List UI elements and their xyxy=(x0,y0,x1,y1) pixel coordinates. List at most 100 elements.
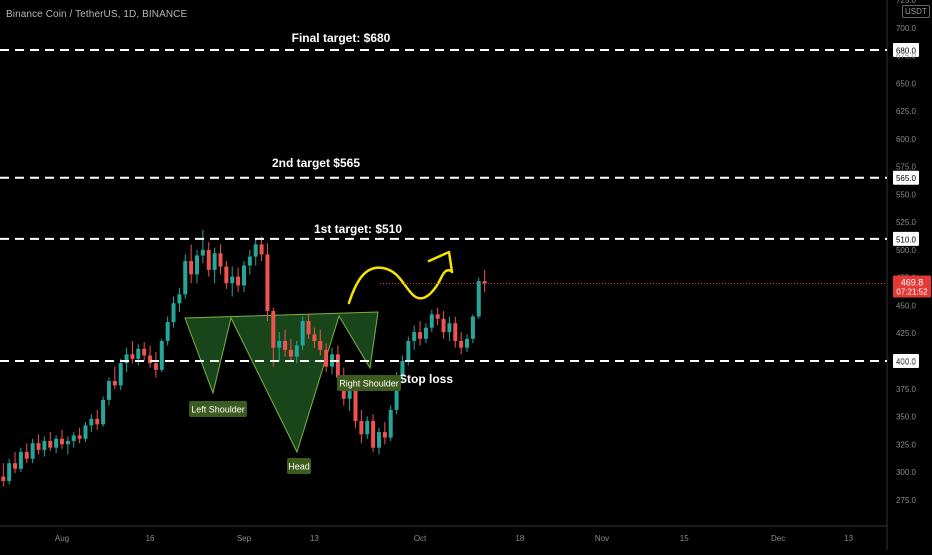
candle-body xyxy=(429,314,434,328)
candle-body xyxy=(335,354,340,378)
candle-body xyxy=(306,321,311,335)
candle-body xyxy=(418,332,423,339)
candle-body xyxy=(312,334,317,342)
price-level-tag xyxy=(893,170,919,185)
candle-body xyxy=(42,440,47,450)
candle-body xyxy=(376,432,381,448)
candle-body xyxy=(189,261,194,275)
candle-body xyxy=(318,341,323,350)
candle-body xyxy=(112,380,117,386)
candle-body xyxy=(277,341,282,348)
price-level-tag xyxy=(893,43,919,57)
candle-body xyxy=(71,435,76,441)
y-tick-label: 675.0 xyxy=(896,52,917,61)
candle-body xyxy=(394,376,399,410)
candle-body xyxy=(230,276,235,284)
y-tick-label: 275.0 xyxy=(896,496,917,505)
price-level-annotation: 1st target: $510 xyxy=(314,222,402,236)
candle-body xyxy=(142,348,147,356)
candle-body xyxy=(253,244,258,257)
candle-body xyxy=(165,322,170,342)
candle-body xyxy=(365,420,370,435)
candle-body xyxy=(177,294,182,304)
candle-body xyxy=(482,281,487,284)
candle-body xyxy=(423,327,428,339)
x-tick-label: 16 xyxy=(146,534,155,543)
candle-body xyxy=(206,249,211,270)
y-tick-label: 650.0 xyxy=(896,79,917,88)
candle-body xyxy=(435,314,440,319)
candle-body xyxy=(347,389,352,399)
candle-body xyxy=(1,476,6,481)
chart-title: Binance Coin / TetherUS, 1D, BINANCE xyxy=(6,9,188,20)
projection-curve xyxy=(347,250,454,305)
candle-body xyxy=(353,389,358,421)
candle-body xyxy=(241,265,246,286)
head-shoulders-pattern xyxy=(184,311,379,454)
candle-body xyxy=(89,418,94,426)
x-tick-label: Aug xyxy=(55,534,69,543)
candle-body xyxy=(382,432,387,438)
candle-body xyxy=(324,349,329,367)
pattern-label-box xyxy=(189,401,247,417)
candle-body xyxy=(148,355,153,364)
candle-body xyxy=(13,463,18,469)
y-tick-label: 375.0 xyxy=(896,385,917,394)
candle-body xyxy=(136,348,141,359)
currency-tag[interactable]: USDT xyxy=(902,5,930,18)
candle-body xyxy=(265,254,270,312)
pattern-label: Right Shoulder xyxy=(339,379,399,389)
candle-body xyxy=(236,276,241,286)
current-price-tag[interactable] xyxy=(893,275,931,298)
candle-body xyxy=(153,363,158,370)
candle-body xyxy=(77,435,82,439)
candle-body xyxy=(130,354,135,359)
candle-body xyxy=(247,256,252,266)
candle-body xyxy=(224,266,229,284)
y-tick-label: 400.0 xyxy=(896,357,917,366)
y-tick-label: 575.0 xyxy=(896,163,917,172)
candle-body xyxy=(124,354,129,364)
x-tick-label: 13 xyxy=(844,534,853,543)
candle-body xyxy=(95,418,100,425)
candle-body xyxy=(183,261,188,295)
candle-body xyxy=(171,303,176,323)
candle-body xyxy=(212,253,217,270)
candle-body xyxy=(36,443,41,450)
y-tick-label: 325.0 xyxy=(896,440,917,449)
y-tick-label: 725.0 xyxy=(896,0,917,5)
price-level-tag-label: 565.0 xyxy=(896,174,917,183)
candle-body xyxy=(48,440,53,448)
y-tick-label: 550.0 xyxy=(896,190,917,199)
candle-body xyxy=(465,338,470,348)
candle-body xyxy=(24,452,29,459)
y-tick-label: 350.0 xyxy=(896,413,917,422)
pattern-label-box xyxy=(287,458,311,474)
current-price-value: 469.8 xyxy=(901,277,924,287)
candle-body xyxy=(7,463,12,481)
candle-body xyxy=(30,443,35,459)
price-level-annotation: 2nd target $565 xyxy=(272,156,360,170)
candle-body xyxy=(359,420,364,435)
candle-body xyxy=(459,341,464,348)
candle-body xyxy=(118,363,123,386)
candle-body xyxy=(470,316,475,339)
candle-body xyxy=(200,249,205,256)
x-tick-label: Oct xyxy=(414,534,427,543)
candle-body xyxy=(453,323,458,342)
candle-body xyxy=(476,281,481,317)
x-tick-label: Dec xyxy=(771,534,785,543)
y-tick-label: 625.0 xyxy=(896,107,917,116)
candle-body xyxy=(283,341,288,350)
price-level-tag-label: 510.0 xyxy=(896,235,917,244)
price-level-tag-label: 400.0 xyxy=(896,358,917,367)
price-level-annotation: Stop loss xyxy=(399,372,453,386)
candle-body xyxy=(65,440,70,445)
candle-body xyxy=(218,253,223,267)
y-tick-label: 425.0 xyxy=(896,329,917,338)
x-tick-label: Nov xyxy=(595,534,609,543)
candle-body xyxy=(159,341,164,370)
candle-body xyxy=(259,244,264,255)
